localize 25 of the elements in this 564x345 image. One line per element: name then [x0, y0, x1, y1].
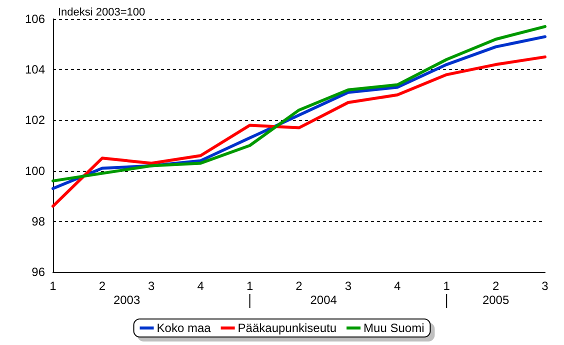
- chart-title: Indeksi 2003=100: [58, 6, 146, 18]
- line-series: [52, 55, 546, 208]
- text: 2004: [310, 293, 338, 307]
- y-tick-label: 100: [24, 164, 46, 178]
- x-tick-label: 3: [344, 279, 352, 293]
- x-tick-label: 2: [492, 279, 500, 293]
- legend-label: Koko maa: [156, 321, 212, 335]
- y-tick-label: 104: [24, 62, 46, 77]
- y-tick-label: 102: [24, 113, 46, 128]
- y-tick-label: 96: [32, 265, 46, 279]
- x-tick-label: 1: [246, 279, 254, 293]
- x-tick-label: 3: [542, 279, 549, 293]
- text: 2003: [113, 293, 140, 307]
- x-tick-label: 1: [50, 279, 57, 293]
- text: 2005: [482, 293, 510, 307]
- y-tick-label: 106: [24, 12, 46, 26]
- x-tick-label: 4: [197, 279, 204, 293]
- legend-label: Muu Suomi: [364, 321, 424, 335]
- x-tick-label: 4: [394, 279, 402, 293]
- y-tick-label: 98: [32, 214, 46, 228]
- x-tick-label: 3: [148, 279, 156, 293]
- x-tick-label: 2: [98, 279, 106, 293]
- x-tick-label: 2: [296, 279, 303, 293]
- legend-label: Pääkaupunkiseutu: [238, 321, 337, 335]
- x-tick-label: 1: [443, 279, 450, 293]
